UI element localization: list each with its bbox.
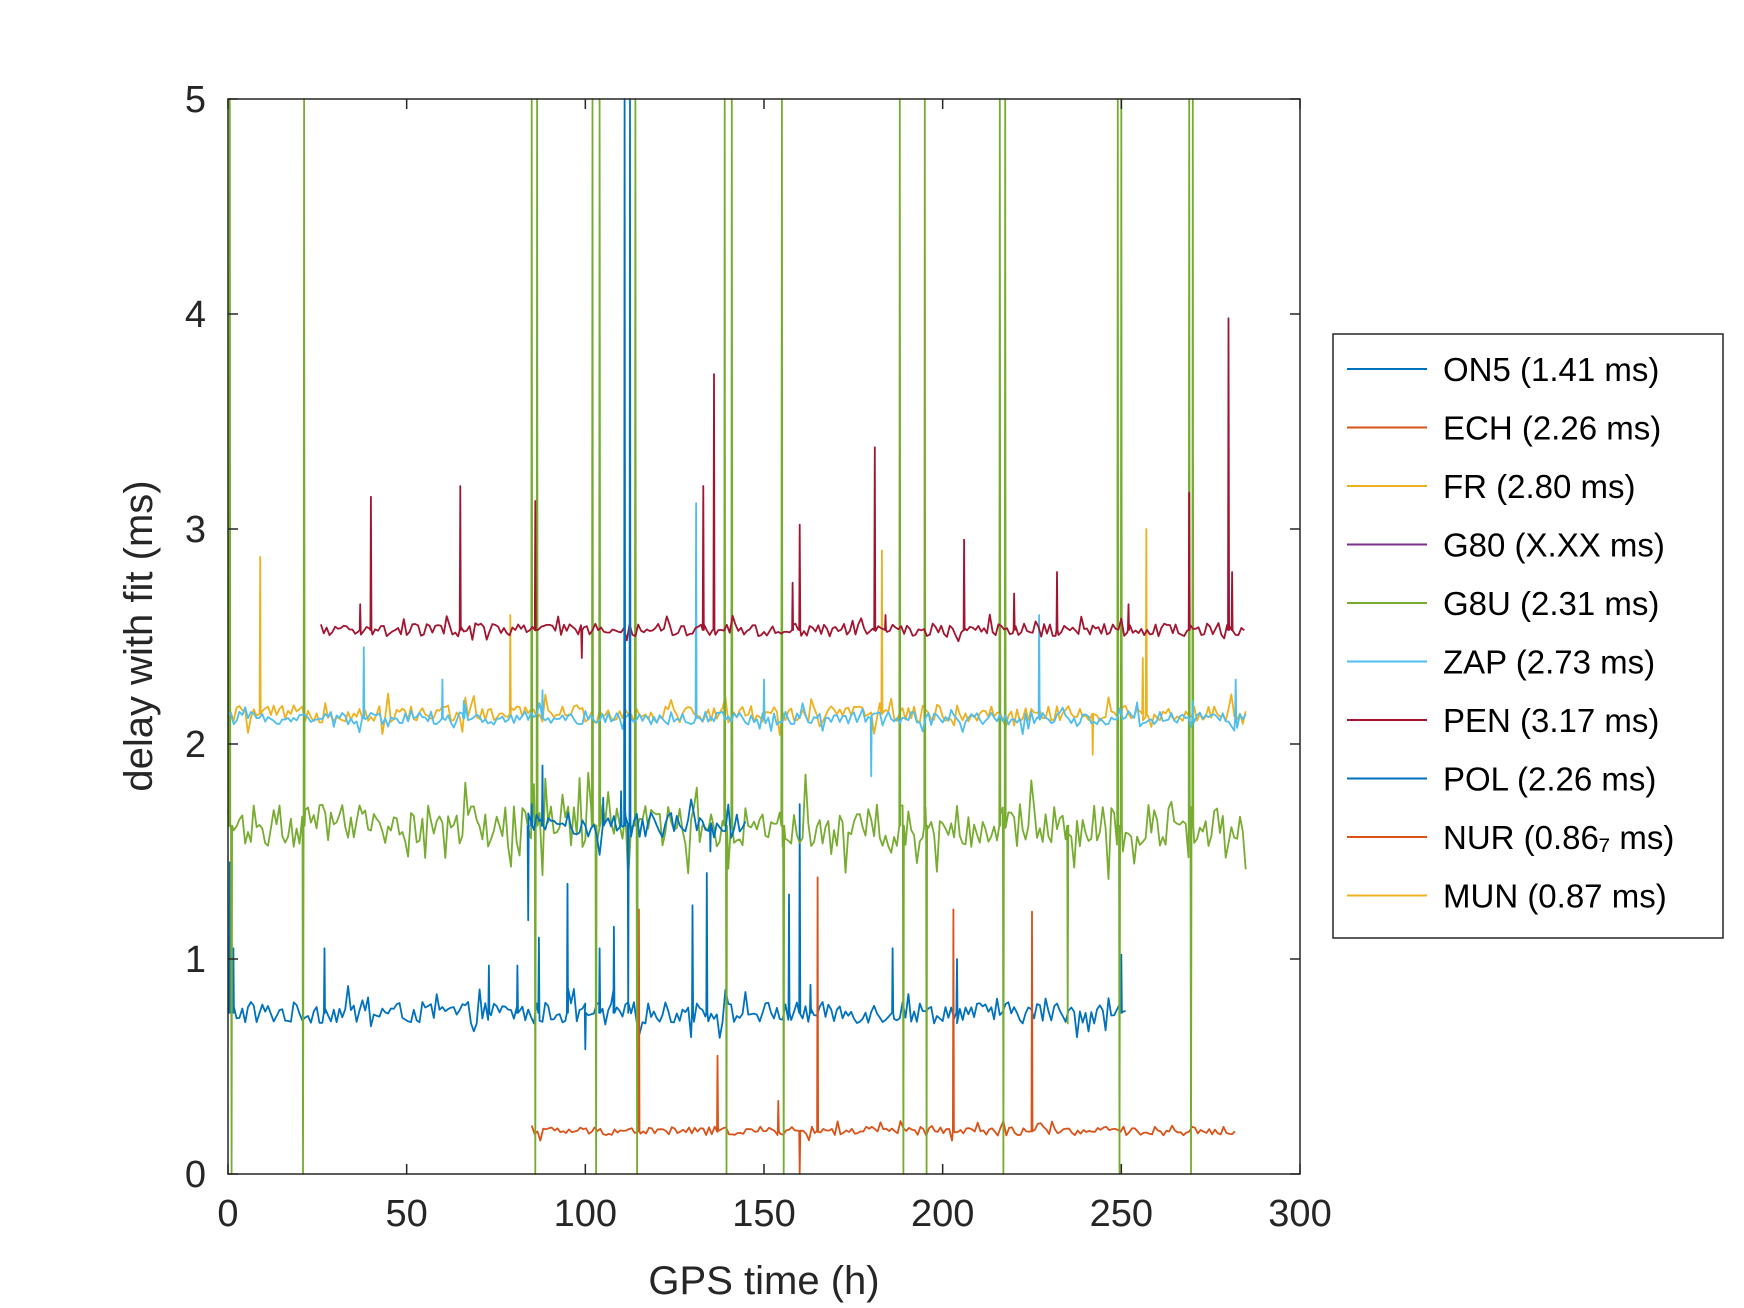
legend-label: G8U (2.31 ms) (1443, 585, 1659, 622)
series-line-6 (320, 317, 1245, 659)
series-line-0 (227, 803, 1126, 1051)
legend-label: ZAP (2.73 ms) (1443, 644, 1655, 681)
legend-label: PEN (3.17 ms) (1443, 702, 1659, 739)
series-line-4 (227, 98, 1247, 1175)
series-line-1 (530, 876, 1236, 1175)
legend-label: NUR (0.86₇ ms) (1443, 819, 1674, 856)
legend-label: G80 (X.XX ms) (1443, 527, 1665, 564)
y-tick-label: 2 (185, 724, 206, 766)
x-tick-label: 50 (386, 1193, 428, 1235)
y-tick-label: 5 (185, 79, 206, 121)
x-tick-label: 250 (1090, 1193, 1153, 1235)
x-axis-label: GPS time (h) (648, 1259, 879, 1303)
y-ticks: 0 1 2 3 4 5 (185, 79, 1300, 1196)
x-ticks: 0 50 100 150 200 250 300 (217, 99, 1332, 1235)
series-line-5 (227, 502, 1247, 778)
x-tick-label: 150 (732, 1193, 795, 1235)
series-line-7 (526, 98, 747, 1014)
plot-lines (227, 98, 1247, 1175)
y-tick-label: 1 (185, 939, 206, 981)
legend-label: ON5 (1.41 ms) (1443, 351, 1659, 388)
x-tick-label: 100 (554, 1193, 617, 1235)
series-line-2 (227, 528, 1247, 756)
legend-label: FR (2.80 ms) (1443, 468, 1636, 505)
legend: ON5 (1.41 ms) ECH (2.26 ms) FR (2.80 ms) G8… (1332, 333, 1724, 939)
y-tick-label: 4 (185, 294, 206, 336)
legend-label: MUN (0.87 ms) (1443, 878, 1667, 915)
x-tick-label: 200 (911, 1193, 974, 1235)
legend-label: ECH (2.26 ms) (1443, 410, 1661, 447)
y-tick-label: 0 (185, 1154, 206, 1196)
x-tick-label: 0 (217, 1193, 238, 1235)
y-axis-label: delay with fit (ms) (117, 480, 161, 791)
x-tick-label: 300 (1268, 1193, 1331, 1235)
y-tick-label: 3 (185, 509, 206, 551)
legend-label: POL (2.26 ms) (1443, 761, 1656, 798)
